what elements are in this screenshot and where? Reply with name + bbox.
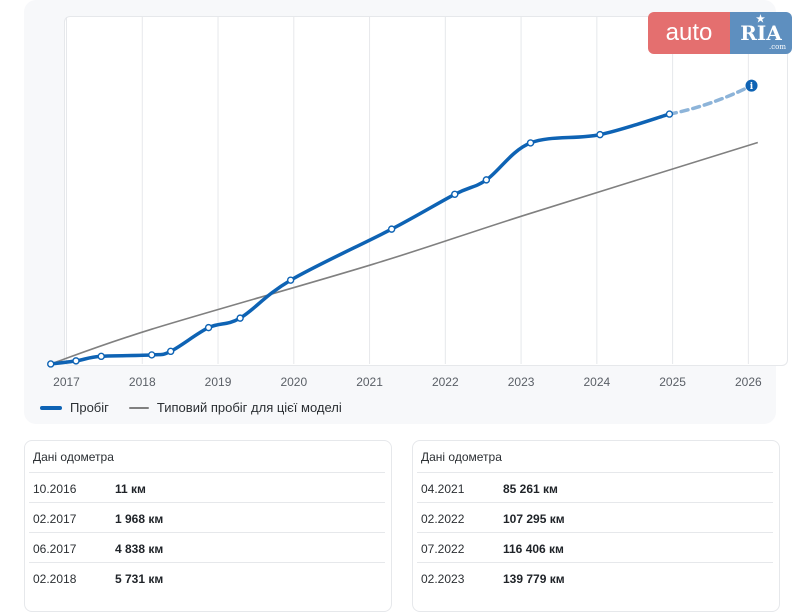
odometer-date: 02.2022 <box>421 512 465 526</box>
odometer-value: 1 968 км <box>115 512 164 526</box>
mileage-point <box>482 176 491 184</box>
odometer-date: 02.2018 <box>33 572 77 586</box>
mileage-point <box>47 360 55 368</box>
legend-label-mileage: Пробіг <box>70 400 109 415</box>
mileage-line <box>48 112 672 366</box>
x-tick-label: 2026 <box>735 375 762 389</box>
odometer-row: 06.2017 4 838 км <box>29 532 385 563</box>
x-tick-label: 2023 <box>508 375 535 389</box>
mileage-point <box>72 357 80 365</box>
mileage-point <box>204 323 213 332</box>
legend-item-mileage: Пробіг <box>40 400 109 415</box>
x-tick-label: 2019 <box>205 375 232 389</box>
odometer-date: 06.2017 <box>33 542 77 556</box>
mileage-point <box>665 110 674 118</box>
info-icon-glyph: i <box>750 82 754 92</box>
mileage-point <box>451 190 459 198</box>
auto-ria-logo: auto ★ RIA .com <box>648 12 792 54</box>
mileage-chart: 2017 2018 2019 2020 2021 2022 2023 2024 2025 2026… <box>47 17 762 389</box>
legend-item-typical: Типовий пробіг для цієї моделі <box>128 400 342 415</box>
typical-mileage-line <box>50 141 759 365</box>
odometer-title: Дані одометра <box>421 450 502 464</box>
mileage-point <box>526 139 535 147</box>
odometer-row: 02.2018 5 731 км <box>29 562 385 593</box>
x-axis-ticks: 2017 2018 2019 2020 2021 2022 2023 2024 2025 2026 <box>53 375 762 389</box>
chart-legend: Пробіг Типовий пробіг для цієї моделі <box>40 400 362 415</box>
odometer-date: 04.2021 <box>421 482 465 496</box>
x-tick-label: 2020 <box>280 375 307 389</box>
odometer-title: Дані одометра <box>33 450 114 464</box>
odometer-row: 07.2022 116 406 км <box>417 532 773 563</box>
info-icon[interactable] <box>745 79 758 92</box>
legend-label-typical: Типовий пробіг для цієї моделі <box>156 400 342 415</box>
chart-series <box>47 83 759 368</box>
x-tick-label: 2018 <box>129 375 156 389</box>
x-tick-label: 2022 <box>432 375 459 389</box>
odometer-date: 10.2016 <box>33 482 77 496</box>
chart-grid <box>66 17 749 364</box>
mileage-point <box>286 276 295 284</box>
odometer-card-left: Дані одометра 10.2016 11 км 02.2017 1 96… <box>24 440 392 612</box>
odometer-row: 02.2017 1 968 км <box>29 502 385 533</box>
mileage-point <box>596 130 604 139</box>
forecast-info[interactable]: i <box>745 79 758 93</box>
mileage-point <box>387 225 396 233</box>
chart-plot-area <box>64 16 788 366</box>
odometer-date: 02.2023 <box>421 572 465 586</box>
logo-ria-part: ★ RIA .com <box>730 12 792 54</box>
x-tick-label: 2021 <box>356 375 383 389</box>
odometer-value: 5 731 км <box>115 572 164 586</box>
odometer-date: 02.2017 <box>33 512 77 526</box>
odometer-value: 116 406 км <box>503 542 564 556</box>
logo-ria-text: RIA <box>740 21 782 45</box>
odometer-row: 02.2022 107 295 км <box>417 502 773 533</box>
mileage-point <box>166 347 175 356</box>
odometer-value: 139 779 км <box>503 572 565 586</box>
odometer-value: 4 838 км <box>115 542 164 556</box>
odometer-row: 02.2023 139 779 км <box>417 562 773 593</box>
odometer-value: 85 261 км <box>503 482 558 496</box>
mileage-point <box>148 351 156 359</box>
odometer-row: 04.2021 85 261 км <box>417 472 773 503</box>
legend-swatch-mileage <box>40 405 62 410</box>
x-tick-label: 2024 <box>583 375 610 389</box>
mileage-point <box>97 352 105 361</box>
x-tick-label: 2025 <box>659 375 686 389</box>
odometer-date: 07.2022 <box>421 542 465 556</box>
odometer-value: 11 км <box>115 482 146 496</box>
mileage-point <box>236 314 244 322</box>
legend-swatch-typical <box>128 406 149 409</box>
odometer-value: 107 295 км <box>503 512 565 526</box>
logo-com-text: .com <box>769 43 786 51</box>
odometer-row: 10.2016 11 км <box>29 472 385 503</box>
mileage-forecast-line <box>667 83 754 116</box>
odometer-card-right: Дані одометра 04.2021 85 261 км 02.2022 … <box>412 440 780 612</box>
star-icon: ★ <box>756 14 765 25</box>
x-tick-label: 2017 <box>53 375 80 389</box>
logo-auto-part: auto <box>648 12 730 54</box>
